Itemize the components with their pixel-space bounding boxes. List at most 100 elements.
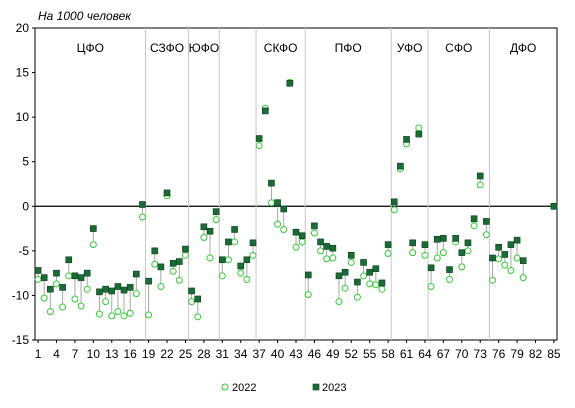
point-2023: [163, 189, 171, 197]
point-2023: [188, 287, 195, 295]
point-2022: [353, 293, 361, 301]
region-label: СКФО: [264, 41, 298, 55]
point-2022: [298, 238, 306, 246]
y-tick-label: 10: [16, 110, 30, 124]
point-2022: [243, 275, 251, 283]
x-tick-label: 55: [363, 347, 377, 361]
point-2023: [169, 260, 177, 267]
y-tick-label: -10: [12, 288, 30, 302]
point-2022: [188, 298, 196, 306]
legend-label-2023: 2023: [322, 382, 346, 394]
legend-item-2022: 2022: [221, 382, 256, 394]
region-label: ЦФО: [77, 41, 104, 55]
point-2023: [476, 172, 484, 180]
point-2023: [47, 285, 54, 293]
point-2023: [464, 239, 472, 247]
point-2023: [151, 247, 159, 255]
point-2022: [470, 222, 478, 230]
point-2023: [433, 235, 441, 243]
point-2022: [89, 241, 97, 249]
x-tick-label: 43: [289, 347, 303, 361]
point-2022: [237, 269, 245, 277]
x-tick-label: 61: [400, 347, 414, 361]
point-2023: [200, 223, 208, 231]
point-2023: [390, 198, 398, 206]
point-2023: [65, 256, 73, 264]
x-tick-label: 16: [124, 347, 138, 361]
legend-marker-2023: [312, 383, 320, 391]
point-2023: [347, 252, 355, 259]
point-2023: [403, 136, 410, 143]
point-2023: [255, 135, 263, 142]
point-2022: [464, 247, 472, 255]
point-2023: [372, 265, 380, 272]
x-tick-label: 37: [252, 347, 266, 361]
y-tick-label: -5: [18, 244, 29, 258]
point-2022: [482, 231, 490, 239]
x-tick-label: 13: [105, 347, 119, 361]
point-2022: [317, 247, 325, 255]
point-2023: [440, 235, 447, 242]
point-2023: [501, 251, 509, 258]
point-2023: [298, 232, 306, 240]
point-2022: [83, 285, 91, 293]
point-2023: [286, 79, 294, 87]
district-labels: ЦФО СЗФО ЮФО СКФО ПФО УФО СФО ДФО: [77, 41, 537, 55]
x-tick-label: 64: [418, 347, 432, 361]
point-2022: [206, 254, 214, 262]
point-2023: [231, 226, 238, 233]
point-2022: [102, 298, 110, 306]
point-2023: [415, 130, 423, 138]
point-2022: [40, 294, 48, 302]
point-2022: [132, 290, 140, 298]
point-2022: [169, 267, 177, 275]
point-2023: [452, 235, 459, 242]
point-2023: [304, 271, 312, 279]
point-2023: [145, 277, 152, 285]
point-2022: [427, 283, 435, 291]
region-label: СФО: [445, 41, 472, 55]
point-2023: [40, 274, 48, 281]
x-tick-label: 49: [326, 347, 340, 361]
point-2022: [513, 254, 521, 262]
x-tick-label: 67: [437, 347, 451, 361]
point-2022: [200, 233, 208, 241]
point-2022: [77, 302, 85, 310]
point-2022: [519, 274, 527, 282]
point-2023: [212, 208, 220, 215]
point-2023: [133, 270, 140, 278]
point-2023: [102, 285, 109, 293]
point-2023: [507, 241, 515, 248]
point-2022: [65, 272, 73, 280]
x-tick-label: 70: [455, 347, 469, 361]
point-2022: [255, 142, 263, 150]
point-2022: [52, 280, 60, 288]
x-tick-label: 28: [197, 347, 211, 361]
point-2022: [249, 251, 257, 259]
point-2023: [458, 249, 466, 256]
point-2023: [261, 107, 269, 115]
point-2023: [114, 283, 122, 290]
point-2023: [495, 243, 502, 251]
x-tick-label: 19: [142, 347, 156, 361]
point-2022: [489, 276, 497, 284]
y-tick-label: 15: [16, 66, 30, 80]
district-dividers: [145, 28, 490, 340]
point-2023: [194, 295, 202, 303]
point-2023: [157, 263, 165, 271]
point-2022: [34, 275, 42, 283]
x-tick-label: 34: [234, 347, 248, 361]
point-2023: [384, 241, 392, 248]
point-2023: [90, 225, 97, 232]
point-2023: [176, 258, 183, 265]
point-2022: [157, 283, 165, 291]
region-label: УФО: [397, 41, 423, 55]
y-tick-label: 5: [22, 155, 29, 169]
point-2022: [409, 249, 417, 257]
point-2022: [292, 243, 300, 251]
point-2023: [268, 179, 275, 187]
point-2023: [120, 286, 128, 294]
point-2022: [378, 285, 386, 293]
point-2022: [114, 307, 122, 315]
